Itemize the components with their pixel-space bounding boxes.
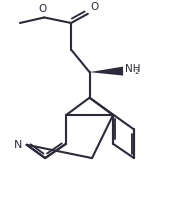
Text: NH: NH	[125, 64, 140, 74]
Polygon shape	[90, 67, 123, 76]
Text: N: N	[14, 140, 22, 150]
Text: O: O	[90, 2, 99, 12]
Text: 2: 2	[135, 69, 139, 75]
Text: O: O	[38, 4, 46, 14]
